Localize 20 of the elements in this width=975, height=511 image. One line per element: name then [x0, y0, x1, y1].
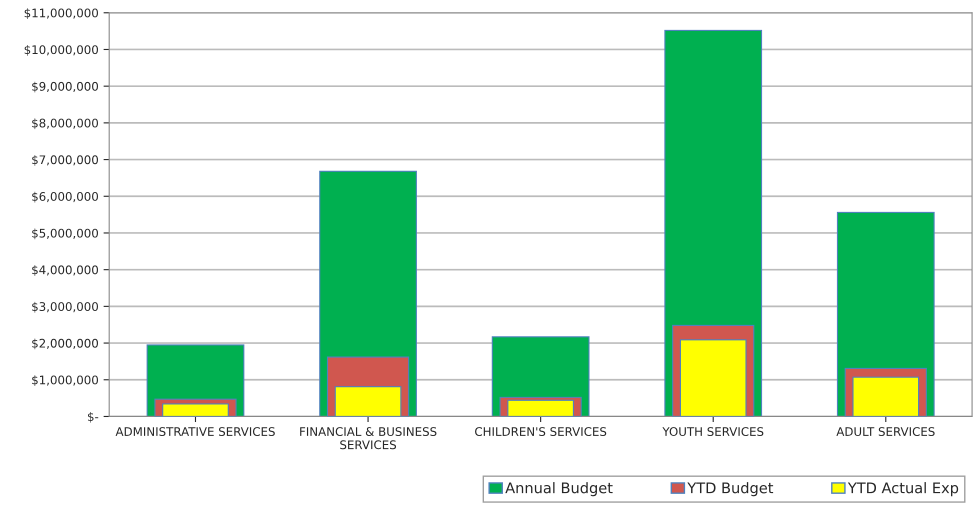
- y-tick-label: $7,000,000: [32, 155, 98, 166]
- y-tick-label: $8,000,000: [32, 118, 98, 130]
- y-tick-label: $10,000,000: [24, 44, 98, 56]
- y-tick-label: $11,000,000: [24, 8, 98, 19]
- x-tick-label: ADULT SERVICES: [836, 427, 935, 436]
- y-tick-label: $-: [88, 412, 98, 423]
- legend-label: YTD Actual Exp: [848, 482, 958, 496]
- y-tick-label: $1,000,000: [32, 375, 98, 386]
- x-tick-label: CHILDREN'S SERVICES: [475, 427, 606, 436]
- legend-label: YTD Budget: [687, 482, 774, 496]
- y-tick-label: $3,000,000: [32, 302, 98, 313]
- x-tick-label: FINANCIAL & BUSINESS SERVICES: [300, 427, 436, 450]
- y-tick-label: $4,000,000: [32, 265, 98, 276]
- y-tick-label: $6,000,000: [32, 192, 98, 202]
- y-tick-label: $5,000,000: [32, 228, 98, 240]
- legend-label: Annual Budget: [505, 482, 613, 496]
- y-tick-label: $9,000,000: [32, 82, 98, 92]
- x-tick-label: YOUTH SERVICES: [662, 427, 764, 436]
- x-tick-label: ADMINISTRATIVE SERVICES: [116, 427, 275, 436]
- y-tick-label: $2,000,000: [32, 338, 98, 350]
